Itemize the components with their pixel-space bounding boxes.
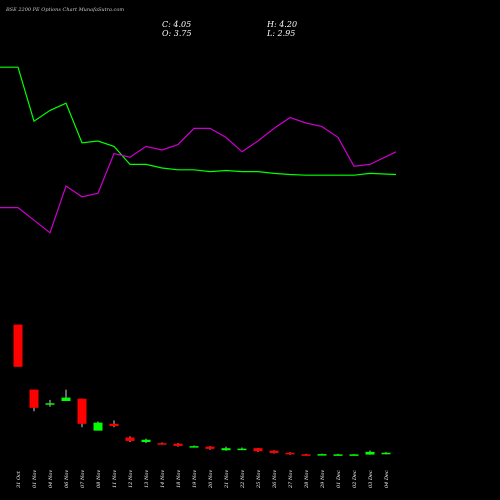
x-tick-label: 01 Dec: [336, 470, 342, 488]
candle-body: [237, 448, 247, 451]
candle-body: [333, 454, 343, 456]
x-tick-label: 29 Nov: [320, 470, 326, 489]
x-tick-label: 01 Nov: [32, 470, 38, 488]
x-tick-label: 08 Nov: [96, 470, 102, 488]
candle-body: [141, 439, 151, 443]
candle-body: [109, 423, 119, 427]
candle-body: [301, 454, 311, 456]
candle-body: [189, 446, 199, 448]
x-tick-label: 18 Nov: [176, 470, 182, 488]
candle-body: [157, 443, 167, 445]
high-value: H: 4.20: [267, 20, 298, 29]
x-tick-label: 11 Nov: [112, 470, 118, 488]
x-tick-label: 07 Nov: [80, 470, 86, 488]
candle-body: [61, 397, 71, 401]
candle-body: [317, 454, 327, 456]
x-tick-label: 04 Dec: [384, 470, 390, 488]
candle-body: [125, 437, 135, 441]
x-tick-label: 03 Dec: [368, 470, 374, 488]
x-tick-label: 27 Nov: [288, 470, 294, 489]
candle-body: [349, 454, 359, 456]
candle-body: [173, 443, 183, 446]
candle-body: [93, 422, 103, 431]
x-tick-label: 25 Nov: [256, 470, 262, 489]
x-tick-label: 31 Oct: [16, 470, 22, 488]
candle-body: [29, 389, 39, 408]
close-value: C: 4.05: [162, 20, 192, 29]
candle-body: [285, 452, 295, 455]
x-tick-label: 21 Nov: [224, 470, 230, 489]
x-tick-label: 06 Nov: [64, 470, 70, 488]
overlay-line-1: [0, 66, 397, 176]
x-tick-label: 28 Nov: [304, 470, 310, 489]
candle-body: [13, 324, 23, 367]
candle-body: [365, 451, 375, 455]
x-tick-label: 26 Nov: [272, 470, 278, 489]
open-value: O: 3.75: [162, 29, 192, 38]
candle-body: [205, 446, 215, 449]
candle-body: [253, 448, 263, 452]
x-tick-label: 20 Nov: [208, 470, 214, 489]
x-tick-label: 22 Nov: [240, 470, 246, 489]
x-tick-label: 14 Nov: [160, 470, 166, 488]
candle-body: [45, 403, 55, 405]
candle-body: [269, 450, 279, 453]
low-value: L: 2.95: [267, 29, 296, 38]
x-tick-label: 12 Nov: [128, 470, 134, 488]
candle-body: [221, 448, 231, 451]
x-tick-label: 19 Nov: [192, 470, 198, 488]
x-tick-label: 13 Nov: [144, 470, 150, 488]
candle-body: [381, 452, 391, 455]
overlay-line-2: [0, 116, 397, 234]
candle-body: [77, 398, 87, 424]
x-tick-label: 02 Dec: [352, 470, 358, 488]
x-tick-label: 04 Nov: [48, 470, 54, 488]
chart-title: BSE 2200 PE Options Chart MunafaSutra.co…: [6, 7, 125, 13]
